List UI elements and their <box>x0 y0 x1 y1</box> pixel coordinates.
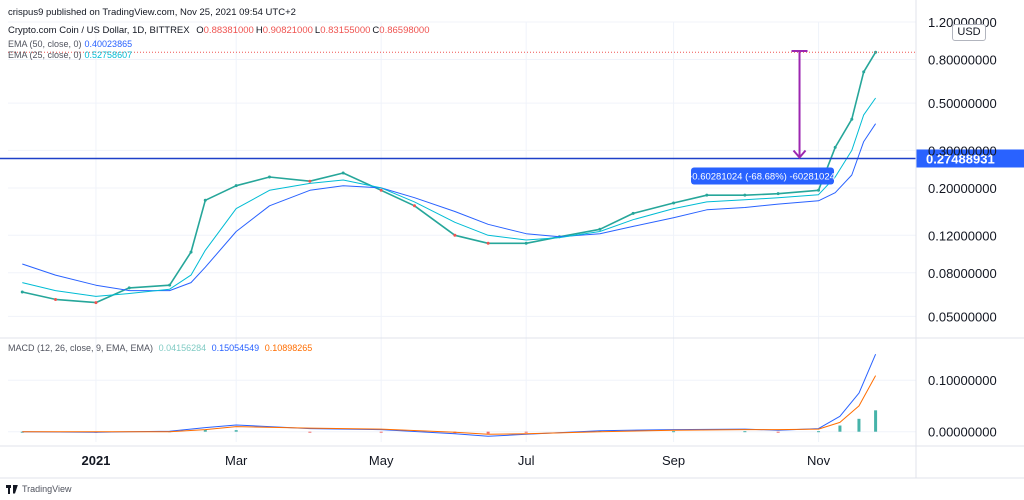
publisher-line: crispus9 published on TradingView.com, N… <box>8 7 296 18</box>
macd-histogram-bar <box>838 425 842 432</box>
ema25-value: 0.52758607 <box>84 50 133 60</box>
x-tick-label-0: 2021 <box>81 453 110 468</box>
macd-histogram-bar <box>308 431 312 433</box>
ema50-label: EMA (50, close, 0) <box>8 39 82 49</box>
tradingview-brand: TradingView <box>22 484 72 494</box>
macd-histogram-bar <box>379 431 383 433</box>
macd-histogram-bar <box>817 431 821 433</box>
ohlc-value-h: 0.90821000 <box>262 25 313 36</box>
price-point <box>20 290 24 294</box>
x-tick-label-3: Jul <box>518 453 535 468</box>
price-point <box>341 171 345 175</box>
price-point <box>453 233 457 237</box>
price-point <box>776 192 780 196</box>
macd-histogram-bar <box>524 431 528 433</box>
price-point <box>833 145 837 149</box>
price-point <box>862 70 866 74</box>
macd-histogram-bar <box>776 431 780 433</box>
macd-series <box>20 354 878 437</box>
measure-label: -0.60281024 (-68.68%) -60281024 <box>689 171 835 182</box>
macd-line <box>22 354 877 437</box>
price-point <box>379 188 383 192</box>
macd-signal-line <box>22 375 877 435</box>
y-tick-label-3: 0.30000000 <box>928 143 997 158</box>
price-point <box>308 179 312 183</box>
price-point <box>234 184 238 188</box>
grid-lines <box>8 21 916 442</box>
macd-histogram-bar <box>857 418 861 432</box>
y-tick-label-5: 0.12000000 <box>928 228 997 243</box>
macd-legend: MACD (12, 26, close, 9, EMA, EMA) 0.0415… <box>8 343 312 353</box>
macd-histogram-bar <box>486 431 490 434</box>
ohlc-key-l: L <box>314 25 321 36</box>
macd-histogram-bar <box>672 431 676 433</box>
y-tick-label-4: 0.20000000 <box>928 181 997 196</box>
price-point <box>168 283 172 287</box>
ohlc-value-o: 0.88381000 <box>203 25 254 36</box>
price-point <box>524 241 528 245</box>
macd-label: MACD (12, 26, close, 9, EMA, EMA) <box>8 343 154 353</box>
macd-hist-value: 0.04156284 <box>158 343 207 353</box>
ohlc-values: O0.88381000 H0.90821000 L0.83155000 C0.8659… <box>192 25 429 36</box>
symbol-title: Crypto.com Coin / US Dollar, 1D, BITTREX <box>8 25 190 36</box>
ohlc-value-l: 0.83155000 <box>320 25 371 36</box>
macd-y-tick-label-1: 0.00000000 <box>928 425 997 440</box>
macd-line-value: 0.15054549 <box>211 343 260 353</box>
price-point <box>189 250 193 254</box>
x-tick-label-1: Mar <box>225 453 248 468</box>
price-point <box>94 301 98 305</box>
x-tick-label-4: Sep <box>662 453 685 468</box>
ema25-line <box>22 97 877 297</box>
y-tick-label-2: 0.50000000 <box>928 96 997 111</box>
tradingview-footer: TradingView <box>6 484 72 494</box>
price-label: 0.27488931 <box>926 151 995 166</box>
ema50-legend: EMA (50, close, 0) 0.40023865 <box>8 39 132 49</box>
currency-button[interactable]: USD <box>952 24 986 41</box>
price-point <box>631 211 635 215</box>
price-label-bg <box>916 149 1024 168</box>
measure-label-bg <box>691 167 834 185</box>
y-tick-label-6: 0.08000000 <box>928 266 997 281</box>
price-line <box>22 51 877 304</box>
price-point <box>598 227 602 231</box>
price-point <box>203 198 207 202</box>
y-tick-label-7: 0.05000000 <box>928 309 997 324</box>
symbol-legend: Crypto.com Coin / US Dollar, 1D, BITTREX… <box>8 25 430 36</box>
price-point <box>672 201 676 205</box>
macd-histogram-bar <box>20 431 24 433</box>
main-series <box>20 50 878 305</box>
measure-arrowhead <box>792 149 807 160</box>
price-point <box>267 175 271 179</box>
ema50-value: 0.40023865 <box>84 39 133 49</box>
overlays: 0.27488931 -0.60281024 (-68.68%) -6028102… <box>0 49 1024 185</box>
ema25-label: EMA (25, close, 0) <box>8 50 82 60</box>
price-point <box>412 204 416 208</box>
macd-histogram-bar <box>743 431 747 433</box>
ema50-line <box>22 123 877 292</box>
axes: 1.200000000.800000000.500000000.30000000… <box>0 0 1024 479</box>
ohlc-key-h: H <box>255 25 263 36</box>
price-point <box>54 297 58 301</box>
price-point <box>743 193 747 197</box>
ema25-legend: EMA (25, close, 0) 0.52758607 <box>8 50 132 60</box>
ohlc-value-c: 0.86598000 <box>379 25 430 36</box>
x-tick-label-5: Nov <box>807 453 831 468</box>
price-point <box>705 193 709 197</box>
tradingview-logo-icon <box>6 484 18 494</box>
price-point <box>486 241 490 245</box>
price-point <box>127 286 131 290</box>
y-tick-label-1: 0.80000000 <box>928 53 997 68</box>
macd-signal-value: 0.10898265 <box>264 343 313 353</box>
price-point <box>850 117 854 121</box>
ohlc-key-o: O <box>196 25 204 36</box>
macd-histogram-bar <box>203 429 207 432</box>
x-tick-label-2: May <box>369 453 394 468</box>
ohlc-key-c: C <box>372 25 380 36</box>
macd-y-tick-label-0: 0.10000000 <box>928 373 997 388</box>
macd-histogram-bar <box>874 410 878 432</box>
macd-histogram-bar <box>234 430 238 432</box>
price-point <box>817 188 821 192</box>
